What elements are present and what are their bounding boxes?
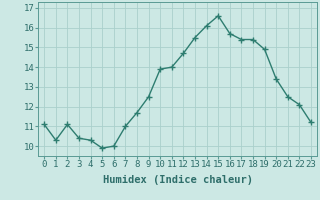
- X-axis label: Humidex (Indice chaleur): Humidex (Indice chaleur): [103, 175, 252, 185]
